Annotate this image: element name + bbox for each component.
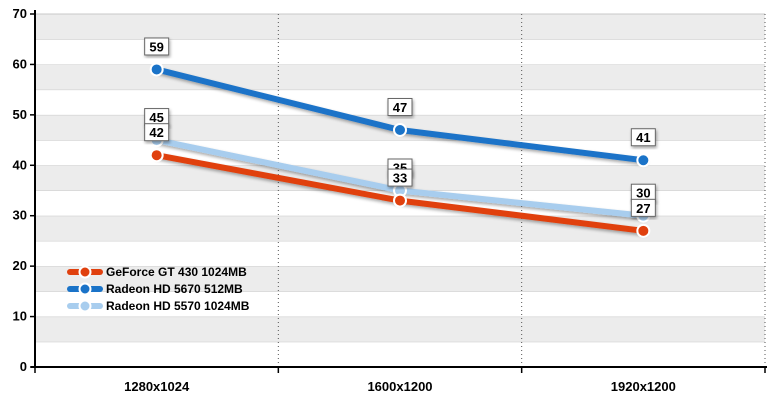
grid-band [35,14,765,40]
x-tick-label: 1280x1024 [124,379,190,394]
data-label-box [387,168,413,187]
data-point [149,62,164,77]
y-axis-ticks: 0 10 20 30 40 50 60 70 [13,6,35,374]
grid-band [35,215,765,241]
data-label: 45 [149,110,163,125]
x-tick-label: 1600x1200 [367,379,432,394]
legend-label: Radeon HD 5670 512MB [106,282,243,296]
legend-swatch-marker [78,265,92,279]
data-point [393,193,407,208]
y-tick-label: 20 [13,258,27,273]
y-tick-label: 50 [13,107,27,122]
x-tick-label: 1920x1200 [611,379,676,394]
data-label: 47 [393,100,407,115]
y-tick-label: 40 [13,157,27,172]
vertical-grid-lines [277,14,766,367]
data-label-box [630,128,656,147]
grid-band [35,291,765,317]
y-tick-label: 0 [20,359,27,374]
data-point [393,122,407,137]
data-label: 59 [149,39,163,54]
data-point [636,223,651,238]
data-label-box [630,198,656,217]
grid-band [35,64,765,90]
grid-band [35,316,765,342]
x-axis-ticks: 1280x1024 1600x1200 1920x1200 [34,367,766,394]
axes [31,10,767,368]
data-label-box [144,123,170,142]
data-point [636,153,651,168]
data-label: 27 [636,201,650,216]
grid-band [35,341,765,367]
data-label-box [144,37,170,56]
legend: GeForce GT 430 1024MB Radeon HD 5670 512M… [67,265,250,313]
data-label: 33 [393,171,407,186]
y-tick-label: 10 [13,309,27,324]
data-label: 41 [636,130,650,145]
legend-label: GeForce GT 430 1024MB [106,265,247,279]
grid-band [35,266,765,292]
data-label: 42 [149,125,163,140]
y-tick-label: 60 [13,56,27,71]
y-tick-label: 30 [13,208,27,223]
data-label: 30 [636,186,650,201]
legend-label: Radeon HD 5570 1024MB [106,299,250,313]
legend-swatch-marker [78,282,92,296]
y-tick-label: 70 [13,6,27,21]
legend-swatch-marker [78,299,92,313]
data-label-box [387,97,413,116]
data-point [149,148,164,163]
grid-band [35,240,765,267]
